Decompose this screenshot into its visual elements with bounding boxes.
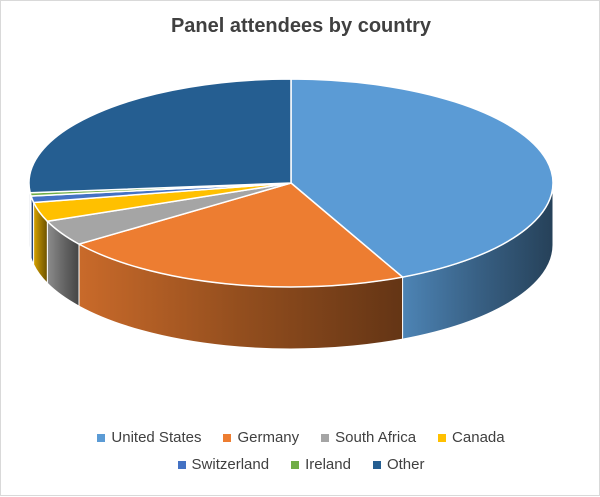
pie-slice-other <box>28 78 292 194</box>
chart-title: Panel attendees by country <box>170 15 432 37</box>
legend-item-united-states: United States <box>97 429 201 446</box>
legend-label-canada: Canada <box>452 429 505 446</box>
legend-swatch-germany <box>223 433 232 442</box>
legend-item-other: Other <box>372 456 425 473</box>
legend-swatch-switzerland <box>177 460 186 469</box>
legend-item-germany: Germany <box>223 429 299 446</box>
chart-legend: United States Germany South Africa Canad… <box>1 429 600 483</box>
legend-row-1: United States Germany South Africa Canad… <box>1 429 600 446</box>
legend-swatch-other <box>372 460 381 469</box>
legend-label-other: Other <box>386 456 425 473</box>
legend-row-2: Switzerland Ireland Other <box>1 456 600 473</box>
legend-label-switzerland: Switzerland <box>191 456 270 473</box>
pie-slice-united-states <box>290 78 554 278</box>
legend-label-ireland: Ireland <box>305 456 351 473</box>
pie-slice-germany <box>77 182 405 288</box>
legend-swatch-canada <box>438 433 447 442</box>
legend-swatch-ireland <box>291 460 300 469</box>
legend-item-switzerland: Switzerland <box>177 456 270 473</box>
legend-swatch-south-africa <box>321 433 330 442</box>
legend-swatch-united-states <box>97 433 106 442</box>
legend-label-united-states: United States <box>111 429 202 446</box>
legend-label-south-africa: South Africa <box>335 429 417 446</box>
legend-item-south-africa: South Africa <box>321 429 416 446</box>
legend-label-germany: Germany <box>237 429 300 446</box>
legend-item-canada: Canada <box>438 429 505 446</box>
legend-item-ireland: Ireland <box>291 456 351 473</box>
